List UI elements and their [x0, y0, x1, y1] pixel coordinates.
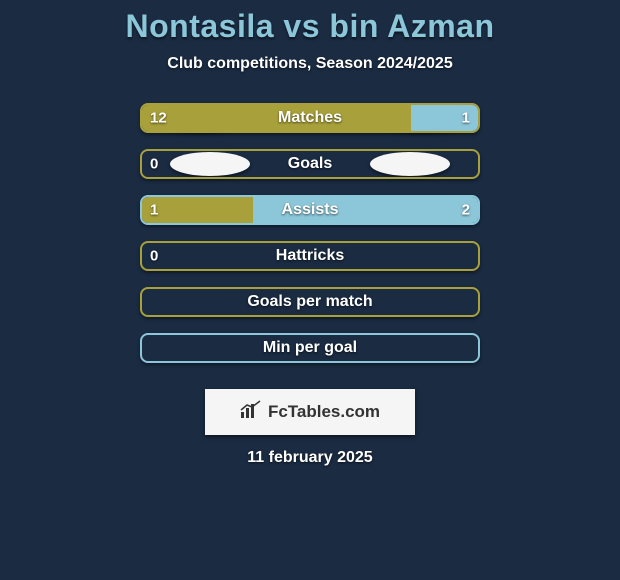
stat-label: Matches	[278, 109, 342, 127]
brand-badge: FcTables.com	[205, 389, 415, 435]
stat-label: Hattricks	[276, 247, 344, 265]
chart-icon	[240, 400, 262, 425]
stat-bar: Goals 0	[140, 149, 480, 179]
stat-value-left: 0	[150, 248, 158, 265]
stat-value-right: 2	[462, 202, 470, 219]
stat-label: Goals per match	[247, 293, 372, 311]
stat-row: Matches 12 1	[140, 103, 480, 133]
stat-value-right: 1	[462, 110, 470, 127]
stat-row: Hattricks 0	[140, 241, 480, 271]
stat-label: Min per goal	[263, 339, 357, 357]
comparison-infographic: Nontasila vs bin Azman Club competitions…	[0, 0, 620, 467]
stat-bar: Assists 1 2	[140, 195, 480, 225]
stat-row: Goals per match	[140, 287, 480, 317]
stat-rows: Matches121Goals0Assists12Hattricks0Goals…	[140, 103, 480, 379]
bar-fill-left	[142, 197, 253, 223]
footer-date: 11 february 2025	[247, 449, 372, 467]
stat-value-left: 0	[150, 156, 158, 173]
stat-row: Assists 1 2	[140, 195, 480, 225]
stat-value-left: 1	[150, 202, 158, 219]
stat-bar: Matches 12 1	[140, 103, 480, 133]
brand-text: FcTables.com	[268, 402, 380, 422]
stat-row: Min per goal	[140, 333, 480, 363]
stat-bar: Hattricks 0	[140, 241, 480, 271]
stat-label: Goals	[288, 155, 332, 173]
stat-row: Goals 0	[140, 149, 480, 179]
page-subtitle: Club competitions, Season 2024/2025	[167, 55, 452, 73]
stat-label: Assists	[282, 201, 339, 219]
stat-bar: Min per goal	[140, 333, 480, 363]
stat-value-left: 12	[150, 110, 167, 127]
page-title: Nontasila vs bin Azman	[126, 8, 495, 45]
bar-fill-left	[142, 105, 411, 131]
stat-bar: Goals per match	[140, 287, 480, 317]
